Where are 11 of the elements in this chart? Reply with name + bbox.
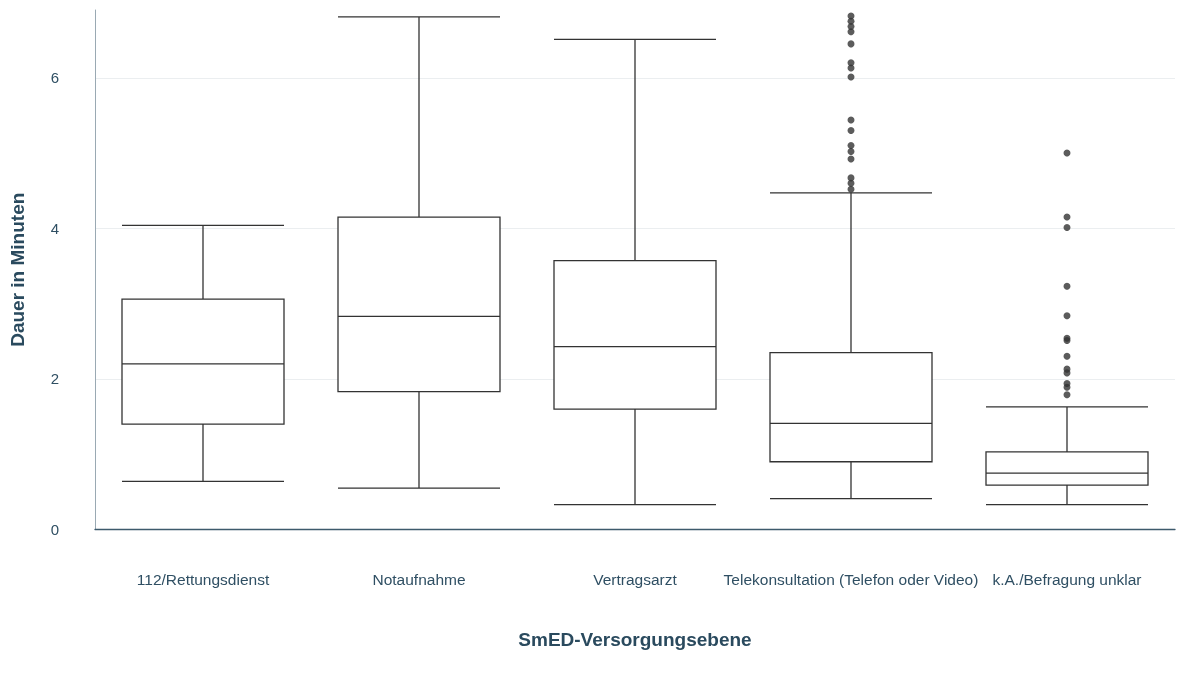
x-tick-label: Telekonsultation (Telefon oder Video) <box>723 571 979 588</box>
y-tick-label: 0 <box>50 521 59 538</box>
y-tick-label: 2 <box>50 370 59 388</box>
x-tick-label: 112/Rettungsdienst <box>136 571 270 588</box>
y-tick-label: 6 <box>50 69 59 87</box>
x-axis-title: SmED-Versorgungsebene <box>518 628 752 650</box>
x-tick-label: Notaufnahme <box>372 571 466 588</box>
x-tick-label: Vertragsarzt <box>593 571 678 588</box>
x-tick-label: k.A./Befragung unklar <box>992 571 1142 588</box>
y-tick-label: 4 <box>50 219 59 237</box>
y-axis-title: Dauer in Minuten <box>7 192 28 347</box>
